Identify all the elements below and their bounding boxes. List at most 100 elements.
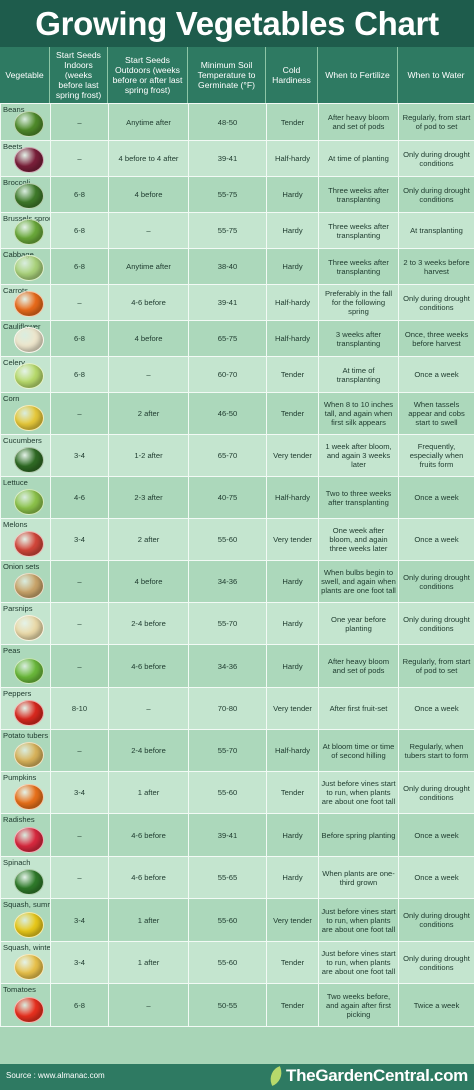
table-row: Onion sets –4 before 34-36 Hardy When bulbs … bbox=[0, 560, 474, 603]
table-row: Squash, winter 3-4 1 after 55-60 Tender Just … bbox=[0, 941, 474, 984]
cell-when-to-fertilize: When plants are one-third grown bbox=[318, 856, 399, 899]
cell-when-to-water: Once a week bbox=[398, 518, 474, 561]
title-bar: Growing Vegetables Chart bbox=[0, 0, 474, 47]
cell-cold-hardiness: Very tender bbox=[266, 898, 319, 942]
vegetable-photo-icon bbox=[14, 615, 44, 641]
table-row: Cucumbers 3-4 1-2 after 65-70 Very tender 1 w… bbox=[0, 434, 474, 477]
vegetable-photo-icon bbox=[14, 742, 44, 768]
cell-when-to-water: Once a week bbox=[398, 687, 474, 730]
table-row: Melons 3-4 2 after 55-60 Very tender One week… bbox=[0, 518, 474, 561]
cell-start-indoors: 6-8 bbox=[50, 356, 109, 393]
cell-start-indoors: – bbox=[50, 602, 109, 645]
cell-vegetable: Broccoli bbox=[0, 176, 51, 213]
header-when-to-water: When to Water bbox=[407, 70, 465, 80]
cell-when-to-fertilize: Just before vines start to run, when pla… bbox=[318, 898, 399, 942]
table-row: Parsnips –2-4 before 55-70 Hardy One year be… bbox=[0, 602, 474, 645]
vegetable-photo-icon bbox=[14, 997, 44, 1023]
vegetable-name: Peas bbox=[3, 646, 21, 655]
cell-when-to-water: Only during drought conditions bbox=[398, 602, 474, 645]
page-title: Growing Vegetables Chart bbox=[35, 4, 439, 42]
cell-start-outdoors: 1-2 after bbox=[108, 434, 189, 477]
cell-when-to-fertilize: Three weeks after transplanting bbox=[318, 248, 399, 285]
cell-cold-hardiness: Hardy bbox=[266, 644, 319, 688]
table-row: Lettuce 4-6 2-3 after 40-75 Half-hardy Two to… bbox=[0, 476, 474, 519]
cell-start-indoors: – bbox=[50, 644, 109, 688]
cell-vegetable: Peppers bbox=[0, 687, 51, 730]
cell-when-to-fertilize: Two to three weeks after transplanting bbox=[318, 476, 399, 519]
cell-vegetable: Brussels sprouts bbox=[0, 212, 51, 249]
vegetable-name: Spinach bbox=[3, 858, 31, 867]
cell-when-to-water: Twice a week bbox=[398, 983, 474, 1027]
cell-start-indoors: – bbox=[50, 729, 109, 772]
vegetable-name: Squash, summer bbox=[3, 900, 50, 909]
vegetable-photo-icon bbox=[14, 291, 44, 317]
cell-start-indoors: 8-10 bbox=[50, 687, 109, 730]
cell-cold-hardiness: Hardy bbox=[266, 248, 319, 285]
cell-start-indoors: – bbox=[50, 856, 109, 899]
cell-start-outdoors: 4 before bbox=[108, 320, 189, 357]
vegetable-photo-icon bbox=[14, 954, 44, 980]
vegetable-name: Cucumbers bbox=[3, 436, 42, 445]
table-row: Pumpkins 3-4 1 after 55-60 Tender Just before… bbox=[0, 771, 474, 814]
header-start-indoors: Start Seeds Indoors (weeks before last s… bbox=[50, 47, 108, 103]
vegetable-name: Cabbage bbox=[3, 250, 34, 259]
vegetable-name: Broccoli bbox=[3, 178, 31, 187]
cell-start-outdoors: 4-6 before bbox=[108, 856, 189, 899]
cell-cold-hardiness: Hardy bbox=[266, 560, 319, 603]
vegetable-photo-icon bbox=[14, 827, 44, 853]
cell-soil-temperature: 39-41 bbox=[188, 284, 267, 321]
table-body: Beans – Anytime after 48-50 Tender After heav… bbox=[0, 103, 474, 1027]
cell-start-indoors: 3-4 bbox=[50, 434, 109, 477]
cell-soil-temperature: 39-41 bbox=[188, 140, 267, 177]
cell-when-to-water: Only during drought conditions bbox=[398, 898, 474, 942]
cell-soil-temperature: 55-60 bbox=[188, 941, 267, 984]
cell-soil-temperature: 55-60 bbox=[188, 771, 267, 814]
table-row: Corn –2 after 46-50 Tender When 8 to 10 inch… bbox=[0, 392, 474, 435]
cell-when-to-fertilize: Before spring planting bbox=[318, 813, 399, 857]
vegetable-name: Carrots bbox=[3, 286, 28, 295]
cell-soil-temperature: 34-36 bbox=[188, 560, 267, 603]
cell-when-to-fertilize: Two weeks before, and again after first … bbox=[318, 983, 399, 1027]
cell-when-to-water: Once, three weeks before harvest bbox=[398, 320, 474, 357]
cell-when-to-water: Only during drought conditions bbox=[398, 176, 474, 213]
cell-when-to-fertilize: 3 weeks after transplanting bbox=[318, 320, 399, 357]
cell-cold-hardiness: Tender bbox=[266, 771, 319, 814]
cell-vegetable: Spinach bbox=[0, 856, 51, 899]
cell-cold-hardiness: Hardy bbox=[266, 212, 319, 249]
cell-start-outdoors: 1 after bbox=[108, 941, 189, 984]
vegetable-photo-icon bbox=[14, 405, 44, 431]
header-cold-hardiness: Cold Hardiness bbox=[266, 47, 318, 103]
cell-start-indoors: – bbox=[50, 284, 109, 321]
cell-start-indoors: – bbox=[50, 560, 109, 603]
cell-start-outdoors: 4 before to 4 after bbox=[108, 140, 189, 177]
vegetable-photo-icon bbox=[14, 255, 44, 281]
cell-start-indoors: 3-4 bbox=[50, 518, 109, 561]
cell-start-outdoors: 2 after bbox=[108, 518, 189, 561]
cell-cold-hardiness: Hardy bbox=[266, 602, 319, 645]
cell-soil-temperature: 60-70 bbox=[188, 356, 267, 393]
cell-when-to-fertilize: Three weeks after transplanting bbox=[318, 212, 399, 249]
cell-start-indoors: 6-8 bbox=[50, 248, 109, 285]
vegetable-name: Parsnips bbox=[3, 604, 33, 613]
vegetable-name: Potato tubers bbox=[3, 731, 49, 740]
header-soil-temperature: Minimum Soil Temperature to Germinate (°… bbox=[188, 47, 266, 103]
cell-start-outdoors: – bbox=[108, 356, 189, 393]
vegetable-name: Radishes bbox=[3, 815, 35, 824]
cell-start-outdoors: 4-6 before bbox=[108, 284, 189, 321]
cell-cold-hardiness: Tender bbox=[266, 983, 319, 1027]
vegetable-name: Beans bbox=[3, 105, 25, 114]
footer: Source : www.almanac.com TheGardenCentra… bbox=[0, 1064, 474, 1090]
cell-soil-temperature: 55-70 bbox=[188, 729, 267, 772]
vegetable-photo-icon bbox=[14, 363, 44, 389]
cell-vegetable: Squash, winter bbox=[0, 941, 51, 984]
vegetable-photo-icon bbox=[14, 869, 44, 895]
cell-when-to-water: Only during drought conditions bbox=[398, 941, 474, 984]
vegetable-name: Onion sets bbox=[3, 562, 40, 571]
cell-when-to-water: Once a week bbox=[398, 856, 474, 899]
vegetable-photo-icon bbox=[14, 912, 44, 938]
cell-when-to-fertilize: At time of planting bbox=[318, 140, 399, 177]
cell-start-indoors: 4-6 bbox=[50, 476, 109, 519]
cell-start-outdoors: 1 after bbox=[108, 771, 189, 814]
cell-when-to-water: Once a week bbox=[398, 476, 474, 519]
